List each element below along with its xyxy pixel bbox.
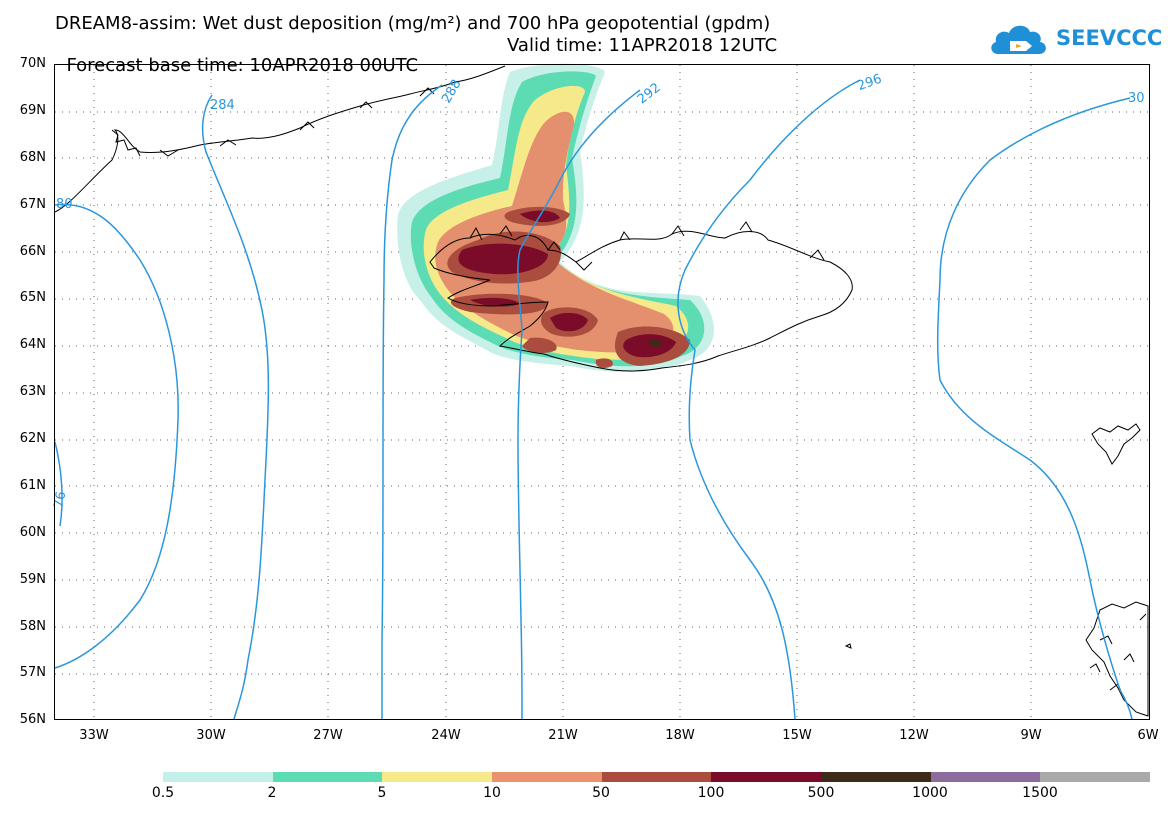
iceland-coast: [429, 230, 853, 372]
lon-label: 12W: [899, 728, 929, 743]
lat-label: 64N: [19, 337, 46, 352]
contour-280: [54, 203, 179, 669]
deposition-peak-area: [648, 339, 663, 347]
geopotential-contours: [54, 79, 1133, 720]
colorbar-segment: [272, 772, 383, 782]
lat-label: 63N: [19, 384, 46, 399]
faroe-islands: [1091, 423, 1141, 465]
contour-label-300: 30: [1128, 91, 1145, 106]
lat-label: 69N: [19, 103, 46, 118]
colorbar-segment: [711, 772, 822, 782]
lon-label: 33W: [79, 728, 109, 743]
deposition-dark-red-area: [458, 210, 676, 358]
greenland-coast-detail: [111, 87, 435, 157]
contour-label-276: 76: [52, 490, 70, 509]
lat-label: 59N: [19, 572, 46, 587]
colorbar-segment: [930, 772, 1041, 782]
contour-label-280: 80: [56, 197, 73, 212]
colorbar-segment: [1040, 772, 1151, 782]
lat-label: 65N: [19, 290, 46, 305]
colorbar-label: 500: [807, 785, 835, 801]
lon-label: 15W: [782, 728, 812, 743]
map-frame: [54, 64, 1150, 720]
lon-label: 18W: [665, 728, 695, 743]
map-subtitle: Forecast base time: 10APR2018 00UTC Vali…: [55, 36, 777, 96]
contour-300: [936, 97, 1133, 720]
colorbar-segment: [163, 772, 273, 782]
contour-288: [381, 84, 443, 719]
lat-label: 70N: [19, 56, 46, 71]
british-isles-coast: [1085, 601, 1149, 717]
lat-label: 66N: [19, 244, 46, 259]
valid-time-label: Valid time: 11APR2018 12UTC: [507, 35, 778, 56]
cloud-icon: [991, 25, 1046, 54]
colorbar-label: 1000: [912, 785, 948, 801]
colorbar-label: 1500: [1022, 785, 1058, 801]
lon-label: 30W: [196, 728, 226, 743]
small-island: [844, 643, 852, 649]
contour-labels: 284 288 292 296 30 76 80: [52, 72, 1145, 510]
map-title: DREAM8-assim: Wet dust deposition (mg/m²…: [55, 13, 771, 34]
colorbar-segment: [821, 772, 931, 782]
colorbar-segment: [382, 772, 493, 782]
lat-label: 56N: [19, 712, 46, 727]
seevccc-logo: SEEVCCC: [988, 18, 1162, 60]
greenland-coast: [54, 65, 506, 213]
lat-label: 61N: [19, 478, 46, 493]
iceland-fjords: [469, 221, 825, 271]
colorbar-label: 100: [697, 785, 725, 801]
colorbar-label: 5: [377, 785, 387, 801]
lat-label: 60N: [19, 525, 46, 540]
lat-label: 67N: [19, 197, 46, 212]
contour-276: [54, 441, 63, 527]
lon-label: 21W: [548, 728, 578, 743]
colorbar-label: 0.5: [151, 785, 175, 801]
lon-label: 6W: [1137, 728, 1159, 743]
contour-296: [677, 79, 861, 720]
contour-label-284: 284: [210, 98, 235, 113]
logo-brand-text: SEEVCCC: [1056, 26, 1163, 50]
base-time-label: Forecast base time: 10APR2018 00UTC: [66, 55, 419, 76]
contour-292: [517, 89, 641, 720]
colorbar-label: 50: [592, 785, 610, 801]
contour-284: [201, 94, 270, 720]
lon-label: 24W: [431, 728, 461, 743]
dust-deposition-layer: [397, 63, 714, 372]
colorbar: [163, 772, 1151, 782]
deposition-orange-area: [435, 111, 674, 353]
colorbar-label: 10: [483, 785, 501, 801]
colorbar-label: 2: [267, 785, 277, 801]
colorbar-segment: [492, 772, 602, 782]
colorbar-segment: [601, 772, 712, 782]
lat-label: 57N: [19, 665, 46, 680]
gridlines: [55, 65, 1149, 719]
coastlines: [54, 65, 1149, 717]
lat-label: 62N: [19, 431, 46, 446]
lon-label: 9W: [1020, 728, 1042, 743]
lat-label: 58N: [19, 619, 46, 634]
lat-label: 68N: [19, 150, 46, 165]
lon-label: 27W: [313, 728, 343, 743]
